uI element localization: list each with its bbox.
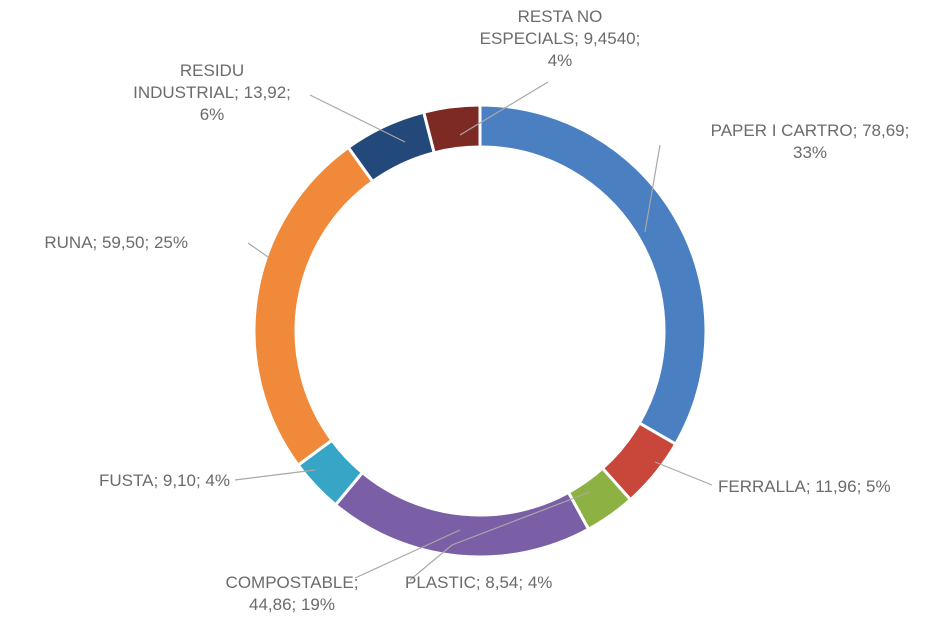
leader-ferralla <box>654 461 713 486</box>
data-label-residu-industrial: RESIDU INDUSTRIAL; 13,92; 6% <box>133 61 291 124</box>
data-label-resta-no-especials: RESTA NO ESPECIALS; 9,4540; 4% <box>480 7 641 70</box>
donut-slices <box>252 103 708 559</box>
leader-plastic <box>409 491 591 581</box>
leader-compostable <box>354 529 461 579</box>
data-label-compostable: COMPOSTABLE; 44,86; 19% <box>226 573 359 614</box>
leader-residu-industrial <box>309 94 406 143</box>
data-labels: PAPER I CARTRO; 78,69; 33% FERRALLA; 11,96… <box>44 7 909 614</box>
leader-fusta <box>234 469 316 481</box>
slice-runa <box>252 145 375 468</box>
leader-paper-i-cartro <box>644 144 661 233</box>
data-label-fusta: FUSTA; 9,10; 4% <box>99 471 230 490</box>
slice-paper-i-cartro <box>478 103 708 447</box>
slice-resta-no-especials <box>421 103 482 155</box>
slice-compostable <box>333 470 591 559</box>
data-label-paper-i-cartro: PAPER I CARTRO; 78,69; 33% <box>711 121 910 162</box>
leader-lines <box>234 81 713 581</box>
leader-resta-no-especials <box>459 81 549 136</box>
leader-runa <box>247 242 269 258</box>
data-label-runa: RUNA; 59,50; 25% <box>44 233 188 252</box>
data-label-ferralla: FERRALLA; 11,96; 5% <box>718 477 891 496</box>
data-label-plastic: PLASTIC; 8,54; 4% <box>405 573 552 592</box>
